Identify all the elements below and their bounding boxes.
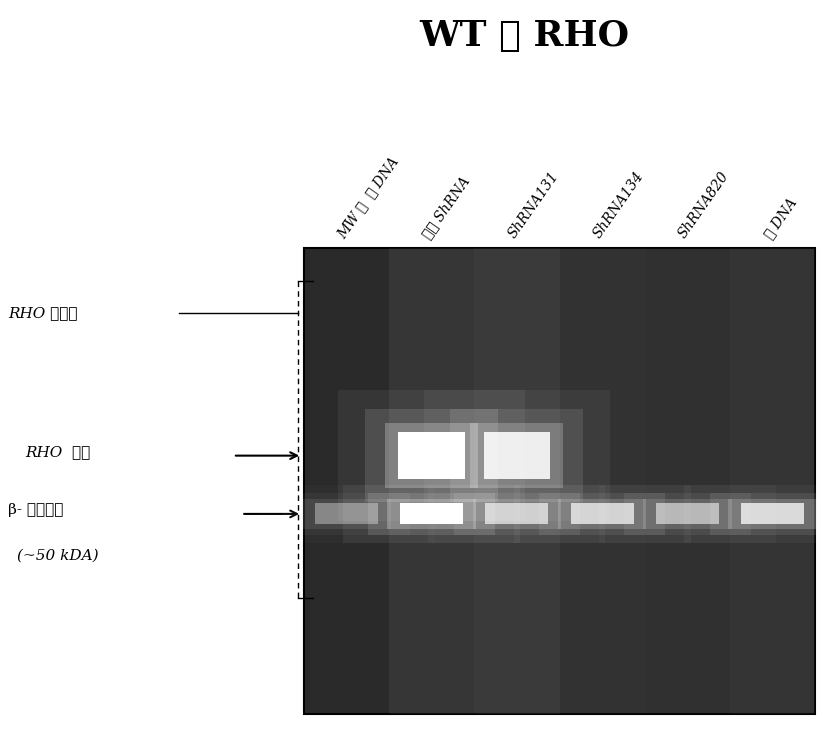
Text: ShRNA131: ShRNA131: [505, 169, 562, 241]
Bar: [684, 484, 832, 543]
Text: 无 DNA: 无 DNA: [761, 195, 799, 241]
Bar: [314, 503, 378, 524]
Text: RHO  单体: RHO 单体: [25, 445, 90, 459]
Bar: [624, 493, 750, 535]
Bar: [513, 484, 691, 543]
Bar: [656, 503, 719, 524]
Text: ShRNA820: ShRNA820: [676, 169, 732, 241]
Bar: [304, 248, 389, 714]
Text: WT 人 RHO: WT 人 RHO: [419, 19, 629, 53]
Bar: [450, 409, 583, 502]
Bar: [539, 493, 666, 535]
Bar: [400, 503, 463, 524]
Bar: [369, 493, 495, 535]
Bar: [645, 248, 730, 714]
Text: ShRNA134: ShRNA134: [591, 169, 646, 241]
Bar: [571, 503, 634, 524]
Bar: [389, 248, 474, 714]
Text: 对照 ShRNA: 对照 ShRNA: [420, 174, 473, 241]
Bar: [453, 493, 580, 535]
Bar: [385, 423, 478, 488]
Bar: [710, 493, 832, 535]
Text: (~50 kDA): (~50 kDA): [17, 548, 98, 562]
Bar: [365, 409, 498, 502]
Bar: [741, 503, 805, 524]
Bar: [474, 248, 559, 714]
Bar: [599, 484, 776, 543]
Bar: [558, 499, 646, 529]
Bar: [283, 493, 409, 535]
Bar: [485, 503, 548, 524]
Bar: [559, 248, 645, 714]
Text: RHO 聚集体: RHO 聚集体: [8, 306, 78, 320]
Bar: [388, 499, 476, 529]
Bar: [304, 248, 815, 714]
Text: β- 微管蛋白: β- 微管蛋白: [8, 503, 64, 517]
Bar: [730, 248, 815, 714]
Bar: [483, 432, 550, 479]
Bar: [729, 499, 817, 529]
Bar: [339, 390, 525, 521]
Bar: [302, 499, 390, 529]
Bar: [470, 423, 563, 488]
Bar: [643, 499, 731, 529]
Bar: [423, 390, 610, 521]
Bar: [473, 499, 561, 529]
Text: MW 梯  空 DNA: MW 梯 空 DNA: [334, 154, 401, 241]
Bar: [428, 484, 606, 543]
Bar: [343, 484, 520, 543]
Bar: [399, 432, 465, 479]
Bar: [258, 484, 435, 543]
